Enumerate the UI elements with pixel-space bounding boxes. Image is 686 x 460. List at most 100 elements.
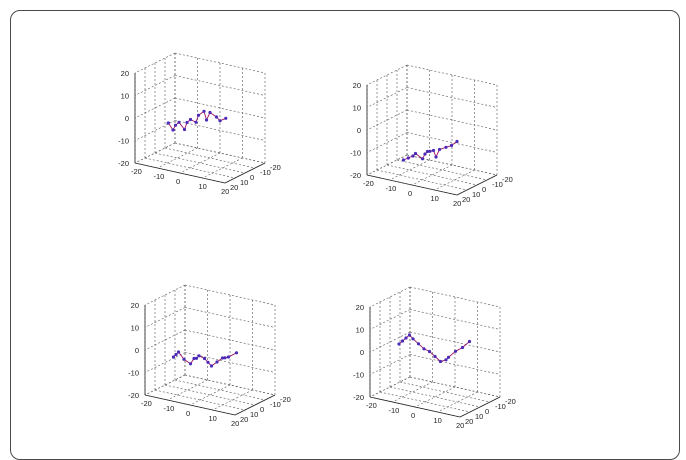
floor-grid-line: [164, 384, 256, 406]
walk-point: [171, 128, 175, 132]
left-wall-grid-line: [144, 284, 186, 306]
floor-grid-line: [202, 157, 243, 179]
y-tick-label: -20: [280, 395, 291, 404]
floor-grid-line: [154, 152, 246, 174]
z-tick-label: 10: [356, 326, 364, 335]
y-tick-label: -10: [260, 168, 271, 177]
y-tick-label: 20: [240, 415, 248, 424]
left-wall-grid-line: [369, 331, 411, 353]
walk-point: [234, 351, 239, 355]
z-tick-label: 10: [353, 104, 361, 113]
left-wall-grid-line: [366, 87, 408, 108]
walk-point: [449, 143, 454, 148]
left-wall-grid-line: [144, 374, 186, 396]
back-wall-grid-line: [174, 52, 266, 74]
walk-point: [401, 158, 406, 162]
floor-grid-line: [164, 147, 256, 169]
back-wall-grid-line: [174, 120, 266, 141]
walk-point: [196, 113, 201, 117]
y-tick-label: 10: [240, 178, 248, 187]
walk-point: [226, 355, 231, 359]
walk-point: [202, 109, 206, 113]
walk-point: [422, 347, 426, 351]
back-wall-grid-line: [174, 75, 266, 96]
x-axis-line: [369, 396, 461, 418]
walk-point: [431, 148, 436, 153]
walk-point: [224, 116, 228, 120]
left-wall-grid-line: [366, 154, 408, 176]
z-tick-label: 0: [125, 114, 129, 123]
z-tick-label: -10: [350, 149, 361, 158]
x-tick-label: -20: [131, 167, 142, 176]
floor-grid-line: [179, 152, 221, 174]
x-tick-label: 10: [199, 182, 207, 191]
walk-point: [177, 120, 181, 124]
walk-point: [397, 342, 401, 346]
z-tick-label: -10: [118, 137, 129, 146]
x-tick-label: -10: [386, 184, 397, 193]
floor-grid-line: [389, 386, 481, 408]
z-tick-label: -10: [128, 369, 139, 378]
walk-point: [420, 157, 425, 161]
walk-point: [433, 354, 437, 359]
z-tick-label: -20: [350, 171, 361, 180]
walk-point: [218, 119, 222, 123]
floor-grid-line: [174, 379, 266, 401]
walk-point: [413, 151, 418, 156]
back-wall-grid-line: [409, 286, 501, 308]
z-tick-label: 20: [353, 81, 361, 90]
z-tick-label: -20: [128, 391, 139, 400]
back-wall-grid-line: [184, 307, 276, 328]
x-axis-line: [366, 174, 458, 196]
left-wall-grid-line: [366, 109, 408, 131]
back-wall-grid-line: [406, 154, 498, 176]
walk-point: [406, 156, 410, 160]
back-wall-grid-line: [406, 87, 498, 108]
x-tick-label: 20: [456, 421, 464, 430]
left-wall-grid-line: [144, 329, 186, 351]
walk-point: [188, 362, 193, 366]
walk-point: [455, 139, 459, 144]
x-tick-label: -20: [363, 179, 374, 188]
x-tick-label: 0: [411, 411, 415, 420]
x-tick-label: 20: [221, 187, 229, 196]
left-wall-grid-line: [369, 286, 411, 308]
z-tick-label: 20: [131, 301, 139, 310]
x-tick-label: 0: [186, 409, 190, 418]
left-wall-grid-line: [134, 120, 176, 141]
floor-grid-line: [396, 159, 488, 181]
floor-grid-line: [157, 147, 198, 169]
y-tick-label: 10: [472, 190, 480, 199]
floor-grid-line: [389, 159, 430, 181]
x-tick-label: -20: [141, 399, 152, 408]
walk-point: [453, 349, 458, 353]
walk-point: [423, 152, 427, 156]
walk-point: [444, 145, 448, 149]
left-wall-grid-line: [134, 75, 176, 96]
walk-point: [438, 359, 443, 364]
y-tick-label: -10: [495, 402, 506, 411]
floor-grid-line: [386, 164, 478, 186]
left-wall-grid-line: [366, 64, 408, 86]
y-tick-label: 20: [465, 417, 473, 426]
back-wall-grid-line: [406, 132, 498, 153]
walk-point: [171, 355, 176, 359]
walk-point: [173, 123, 178, 127]
left-wall-grid-line: [366, 132, 408, 153]
floor-grid-line: [144, 157, 236, 179]
z-tick-label: 0: [357, 126, 361, 135]
x-tick-label: 10: [209, 414, 217, 423]
x-axis-line: [144, 394, 236, 416]
back-wall-grid-line: [406, 109, 498, 131]
x-tick-label: 10: [431, 194, 439, 203]
walk-point: [411, 337, 415, 341]
y-tick-label: 20: [230, 183, 238, 192]
walk-point: [209, 364, 214, 368]
walk-point: [446, 355, 451, 359]
x-tick-label: 0: [408, 189, 412, 198]
floor-grid-line: [434, 169, 475, 191]
y-tick-label: 0: [485, 407, 489, 416]
